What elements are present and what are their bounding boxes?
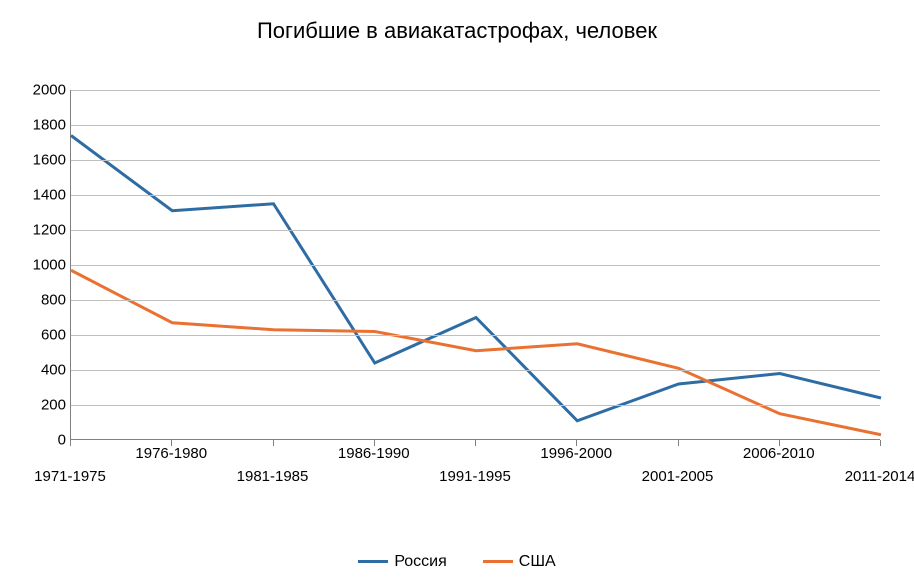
legend-label: Россия [394,553,446,570]
gridline-h [71,300,880,301]
x-axis-label: 2011-2014 [845,468,914,485]
y-axis-label: 600 [26,327,66,344]
y-axis-label: 1400 [26,187,66,204]
x-axis-label: 1981-1985 [237,468,309,485]
x-axis-label: 2006-2010 [743,445,815,462]
gridline-h [71,265,880,266]
legend-swatch [358,560,388,563]
series-line [71,136,881,421]
y-axis-label: 1800 [26,117,66,134]
chart-title: Погибшие в авиакатастрофах, человек [0,0,914,44]
x-axis-label: 1996-2000 [540,445,612,462]
gridline-h [71,230,880,231]
series-line [71,270,881,435]
x-tick [475,440,476,446]
gridline-h [71,125,880,126]
y-axis-label: 0 [26,432,66,449]
gridline-h [71,335,880,336]
x-axis-label: 1976-1980 [135,445,207,462]
legend-label: США [519,553,556,570]
plot-area [70,90,880,440]
legend-item: Россия [358,553,446,571]
x-axis-label: 1991-1995 [439,468,511,485]
y-axis-label: 1600 [26,152,66,169]
x-tick [70,440,71,446]
gridline-h [71,160,880,161]
legend-swatch [483,560,513,563]
x-tick [880,440,881,446]
y-axis-label: 400 [26,362,66,379]
y-axis-label: 1000 [26,257,66,274]
y-axis-label: 1200 [26,222,66,239]
legend-item: США [483,553,556,571]
x-tick [273,440,274,446]
legend: Россия США [0,553,914,571]
y-axis-label: 2000 [26,82,66,99]
gridline-h [71,90,880,91]
y-axis-label: 200 [26,397,66,414]
x-axis-label: 1971-1975 [34,468,106,485]
y-axis-label: 800 [26,292,66,309]
chart-container: 0 200 400 600 800 1000 1200 1400 1600 1800 2000 197… [14,80,894,500]
gridline-h [71,370,880,371]
x-axis-label: 1986-1990 [338,445,410,462]
x-tick [678,440,679,446]
x-axis-label: 2001-2005 [642,468,714,485]
gridline-h [71,195,880,196]
gridline-h [71,405,880,406]
